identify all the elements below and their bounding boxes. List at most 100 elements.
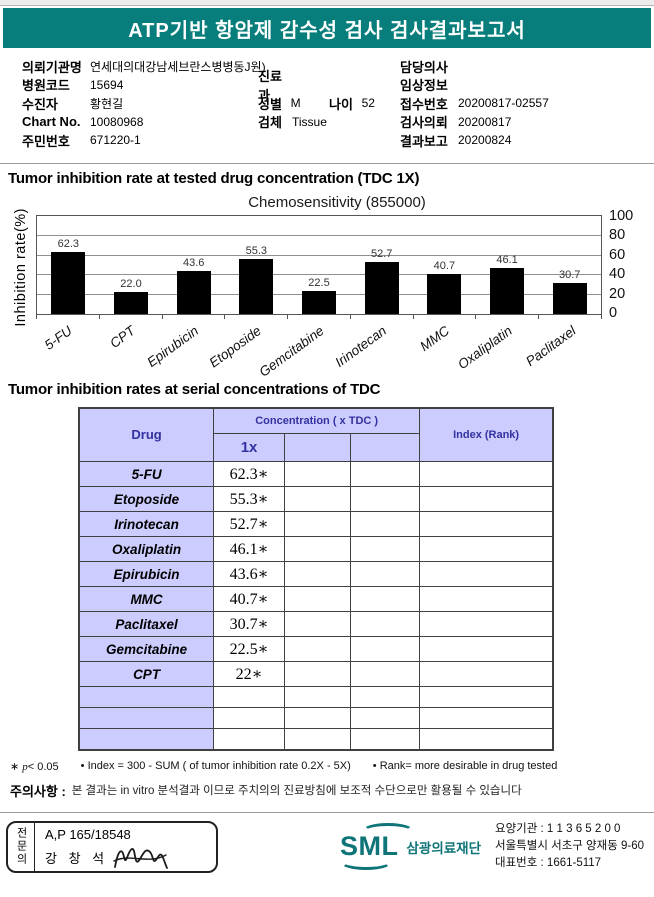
value-cell-empty [349,686,421,708]
info-row: 병원코드 15694 진료과 임상정보 [22,69,654,103]
section-divider [0,162,654,164]
bar-value-label: 30.7 [558,269,581,282]
drug-name-cell [78,686,215,708]
value-1x-cell: 22∗ [213,661,285,687]
value-cell-empty [283,586,351,612]
value-cell-empty [349,611,421,637]
bar-value-label: 52.7 [370,247,393,260]
logo-arc-bottom-icon [339,854,392,870]
info-mid: 검체 Tissue [258,112,400,131]
bar-slot: 22.0 [100,216,163,314]
x-axis-label: Irinotecan [332,322,390,370]
caution-note: 주의사항 : 본 결과는 in vitro 분석결과 이므로 주치의의 진료방침… [10,781,654,800]
value-cell-empty [349,661,421,687]
bar-value-label: 40.7 [433,259,456,272]
drug-name-cell: MMC [78,586,215,612]
footnote-index: • Index = 300 - SUM ( of tumor inhibitio… [80,759,351,772]
value-cell-empty [349,536,421,562]
field-value: 20200824 [458,133,512,148]
table-row-empty [78,707,554,729]
sml-logo: SML 삼광의료재단 [336,823,485,870]
drug-name-cell: Gemcitabine [78,636,215,662]
chart-x-ticks [36,314,603,319]
lab-name: 삼광의료재단 [406,840,482,856]
value-cell-empty [283,511,351,537]
drug-name-cell: Oxaliplatin [78,536,215,562]
caution-label: 주의사항 : [10,783,66,799]
lab-address: 서울특별시 서초구 양재동 9-60 [495,839,644,852]
field-value: 15694 [90,77,124,92]
field-value: Tissue [292,114,327,129]
table-row-empty [78,686,554,708]
report-title-banner: ATP기반 항암제 감수성 검사 검사결과보고서 [3,8,651,48]
license-number: A,P 165/18548 [45,826,131,842]
bar-value-label: 62.3 [57,238,80,251]
value-1x-cell: 22.5∗ [213,636,285,662]
drug-name-cell: 5-FU [78,461,215,487]
index-cell [419,686,554,708]
info-row: 수진자 황현길 성별 M 나이 52 접수번호 20200817-02557 [22,94,654,113]
bar-value-label: 22.5 [308,277,330,290]
drug-name-cell [78,707,215,729]
bar [364,261,399,314]
field-value: 20200817 [458,114,512,129]
chart-title: Chemosensitivity (855000) [248,193,426,211]
conc-empty-header [283,433,351,462]
drug-name-cell: Paclitaxel [78,611,215,637]
y-axis-tick-label: 0 [609,305,618,322]
bar-slot: 40.7 [413,216,476,314]
table-row: MMC 40.7∗ [78,586,554,612]
field-value: 20200817-02557 [458,96,549,111]
index-cell [419,661,554,687]
value-1x-cell: 43.6∗ [213,561,285,587]
field-value: 671220-1 [90,133,141,148]
lab-phone: 대표번호 : 1661-5117 [495,857,602,870]
lab-contact: 요양기관 : 1 1 3 6 5 2 0 0 서울특별시 서초구 양재동 9-6… [495,821,644,873]
serial-concentration-table: Drug Concentration ( x TDC ) Index (Rank… [78,406,554,751]
table-row: Irinotecan 52.7∗ [78,511,554,537]
x-axis-tick [100,314,163,319]
x-axis-tick [414,314,477,319]
value-1x-cell [213,686,285,708]
value-cell-empty [283,636,351,662]
y-axis-tick-label: 60 [609,246,626,263]
value-1x-cell: 30.7∗ [213,611,285,637]
bar-value-label: 55.3 [245,245,268,258]
chart-bars: 62.3 22.0 43.6 55.3 22.5 52.7 40.7 46.1 30.7 [37,216,601,314]
field-label: 검사의뢰 [400,115,448,131]
value-cell-empty [283,707,351,729]
top-strip [0,0,654,6]
bar [552,283,587,314]
x-axis-label: Paclitaxel [522,322,579,369]
bar-slot: 55.3 [225,216,288,314]
field-label: 결과보고 [400,133,448,149]
footnote-rank: • Rank= more desirable in drug tested [372,759,558,772]
bar-value-label: 22.0 [120,277,142,290]
index-cell [419,707,554,729]
index-cell [419,636,554,662]
value-cell-empty [283,561,351,587]
table-row-empty [78,728,554,750]
value-1x-cell: 55.3∗ [213,486,285,512]
table-row: Epirubicin 43.6∗ [78,561,554,587]
drug-name-cell: Irinotecan [78,511,215,537]
bar [114,291,148,314]
table-row: 5-FU 62.3∗ [78,461,554,487]
bar [51,252,86,314]
bar [302,291,337,314]
bar-slot: 22.5 [288,216,351,314]
value-cell-empty [283,536,351,562]
value-cell-empty [349,486,421,512]
conc-empty-header [349,433,421,462]
gridline [37,235,601,237]
table-row: Gemcitabine 22.5∗ [78,636,554,662]
specialist-vertical-label: 전문의 [8,822,35,871]
table-row: Paclitaxel 30.7∗ [78,611,554,637]
footer: 전문의 A,P 165/18548 강 창 석 SML 삼광의료재단 요양기관 … [6,820,644,873]
gridline [37,254,601,256]
drug-column-header: Drug [78,407,215,462]
field-label: 병원코드 [22,78,70,94]
value-cell-empty [283,686,351,708]
index-cell [419,728,554,750]
report-title: ATP기반 항암제 감수성 검사 검사결과보고서 [128,19,526,42]
